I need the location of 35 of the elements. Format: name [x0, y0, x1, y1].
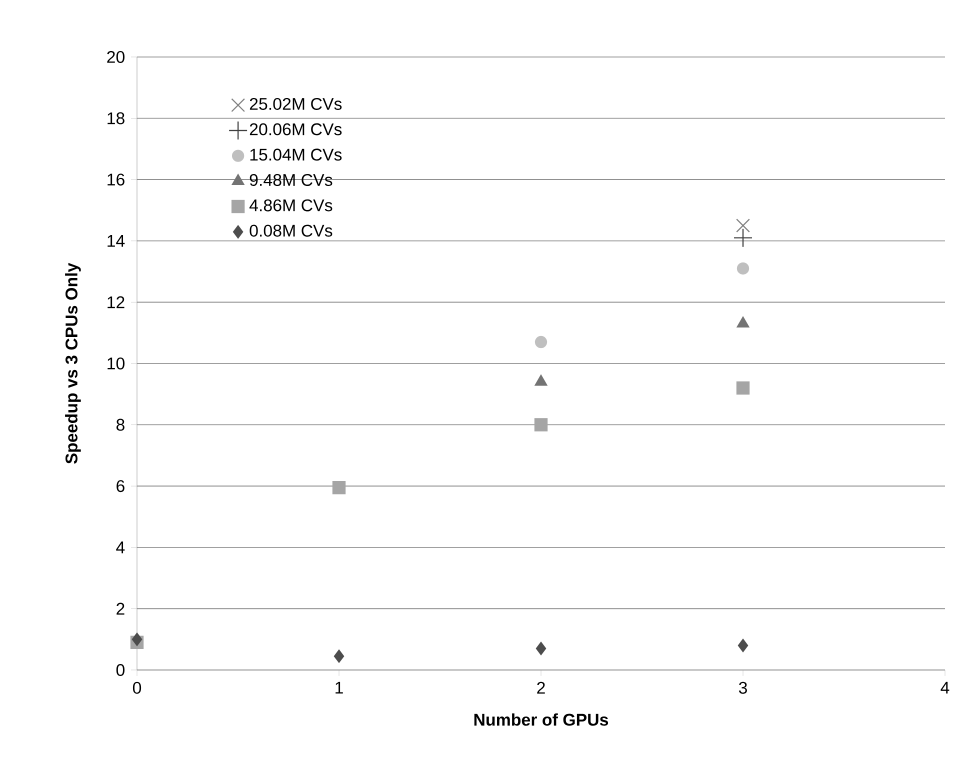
y-tick-label: 6: [116, 480, 124, 492]
y-tick-label: 20: [107, 50, 125, 63]
x-tick-label: 3: [738, 682, 747, 694]
point: [736, 262, 750, 275]
x-tick-label: 2: [537, 682, 545, 694]
legend-label: 25.02M CVs: [250, 98, 342, 110]
point: [738, 638, 748, 652]
y-tick-label: 4: [116, 542, 125, 554]
legend-label: 4.86M CVs: [249, 199, 332, 212]
y-tick-label: 8: [116, 418, 124, 431]
legend-label: 20.06M CVs: [250, 123, 342, 136]
y-tick-label: 14: [108, 235, 125, 247]
point: [534, 418, 548, 432]
point: [736, 218, 750, 233]
x-axis-title: Number of GPUs: [474, 713, 608, 726]
legend-label: 15.04M CVs: [250, 148, 342, 161]
legend-label: 9.48M CVs: [250, 174, 332, 186]
point: [534, 336, 548, 348]
y-tick-label: 16: [108, 174, 124, 186]
legend-label: 0.08M CVs: [250, 224, 332, 237]
x-tick-label: 4: [940, 682, 950, 694]
y-tick-label: 0: [116, 664, 125, 676]
y-axis-title: Speedup vs 3 CPUs Only: [65, 262, 81, 464]
y-tick-label: 12: [108, 296, 124, 308]
point: [536, 642, 546, 656]
point: [334, 650, 344, 663]
point: [736, 381, 750, 395]
point: [733, 228, 753, 248]
y-tick-label: 18: [108, 112, 124, 124]
y-tick-label: 2: [116, 602, 124, 615]
point: [132, 632, 142, 646]
x-tick-label: 0: [132, 682, 142, 694]
point: [332, 481, 346, 494]
x-tick-label: 1: [336, 682, 343, 694]
y-tick-label: 10: [108, 357, 125, 370]
